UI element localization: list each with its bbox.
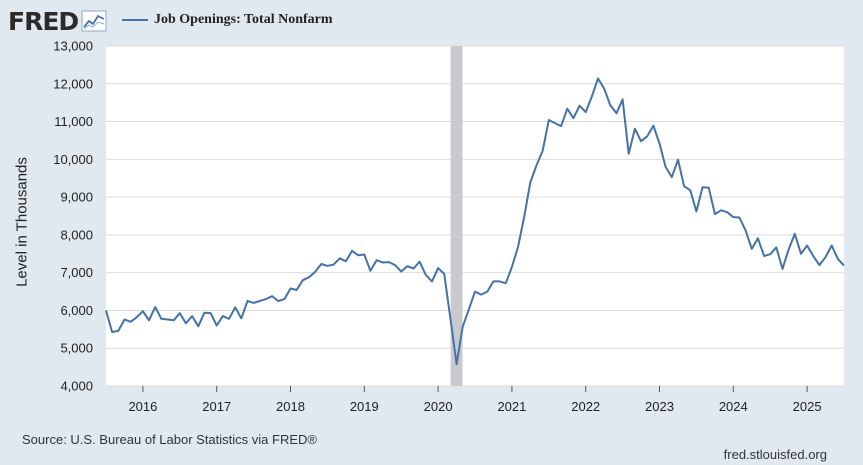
y-tick-label: 9,000 bbox=[60, 190, 93, 205]
y-tick-label: 13,000 bbox=[53, 39, 93, 54]
y-tick-label: 8,000 bbox=[60, 227, 93, 242]
y-tick-label: 4,000 bbox=[60, 379, 93, 394]
series-line-job-openings bbox=[105, 77, 845, 366]
y-tick-label: 12,000 bbox=[53, 76, 93, 91]
chart-legend: Job Openings: Total Nonfarm bbox=[122, 12, 333, 28]
y-tick-label: 11,000 bbox=[54, 114, 93, 129]
line-chart-icon bbox=[81, 10, 107, 32]
legend-series-label: Job Openings: Total Nonfarm bbox=[154, 12, 333, 27]
x-tick-label: 2023 bbox=[645, 399, 674, 414]
recession-band bbox=[450, 46, 463, 386]
x-tick-label: 2022 bbox=[571, 399, 600, 414]
x-tick-label: 2019 bbox=[350, 399, 379, 414]
fred-header: FRED bbox=[8, 6, 107, 36]
x-tick-label: 2020 bbox=[424, 399, 453, 414]
y-tick-label: 7,000 bbox=[60, 265, 93, 280]
x-tick-label: 2017 bbox=[202, 399, 231, 414]
fred-logo[interactable]: FRED bbox=[8, 6, 79, 36]
y-tick-label: 5,000 bbox=[60, 341, 93, 356]
x-tick-label: 2021 bbox=[497, 399, 526, 414]
x-tick-label: 2016 bbox=[128, 399, 157, 414]
y-tick-label: 6,000 bbox=[60, 303, 93, 318]
x-tick-label: 2018 bbox=[276, 399, 305, 414]
y-tick-label: 10,000 bbox=[53, 152, 93, 167]
legend-line-swatch bbox=[122, 19, 148, 21]
plot-area bbox=[106, 46, 844, 386]
x-tick-label: 2024 bbox=[719, 399, 748, 414]
fred-url[interactable]: fred.stlouisfed.org bbox=[723, 447, 827, 462]
source-note: Source: U.S. Bureau of Labor Statistics … bbox=[22, 432, 317, 447]
x-tick-label: 2025 bbox=[793, 399, 822, 414]
